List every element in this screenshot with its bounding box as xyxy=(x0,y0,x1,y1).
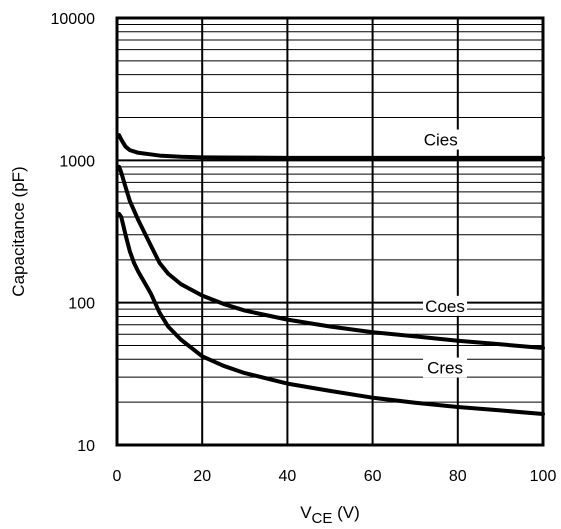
y-axis-title: Capacitance (pF) xyxy=(9,166,28,296)
x-tick-label: 80 xyxy=(449,468,467,485)
plot-frame xyxy=(115,16,545,447)
y-tick-label: 1000 xyxy=(59,153,95,170)
series-label-cres: Cres xyxy=(427,359,463,378)
x-tick-label: 100 xyxy=(530,468,557,485)
grid xyxy=(116,17,544,446)
x-tick-label: 0 xyxy=(113,468,122,485)
x-tick-label: 60 xyxy=(364,468,382,485)
series-line-cies xyxy=(117,133,545,160)
x-axis-title-main: V xyxy=(300,503,312,522)
series-label-cies: Cies xyxy=(424,131,458,150)
series-group xyxy=(117,133,545,417)
series-label-background xyxy=(423,357,468,378)
x-axis-title-subscript: CE xyxy=(312,510,333,527)
x-tick-label: 20 xyxy=(193,468,211,485)
tick-labels: 0 20 40 60 80 100 10 100 1000 10000 xyxy=(51,11,557,485)
series-line-cres xyxy=(117,211,545,417)
series-line-coes xyxy=(117,164,545,351)
series-label-background xyxy=(423,295,468,316)
x-axis-title: VCE (V) xyxy=(300,503,360,527)
x-axis-title-unit: (V) xyxy=(332,503,359,522)
series-labels: Cies Coes Cres xyxy=(418,129,468,378)
y-tick-label: 10 xyxy=(77,438,95,455)
series-label-background xyxy=(418,129,463,150)
y-tick-label: 10000 xyxy=(51,11,96,28)
x-tick-label: 40 xyxy=(279,468,297,485)
y-tick-label: 100 xyxy=(68,296,95,313)
series-label-coes: Coes xyxy=(425,297,465,316)
